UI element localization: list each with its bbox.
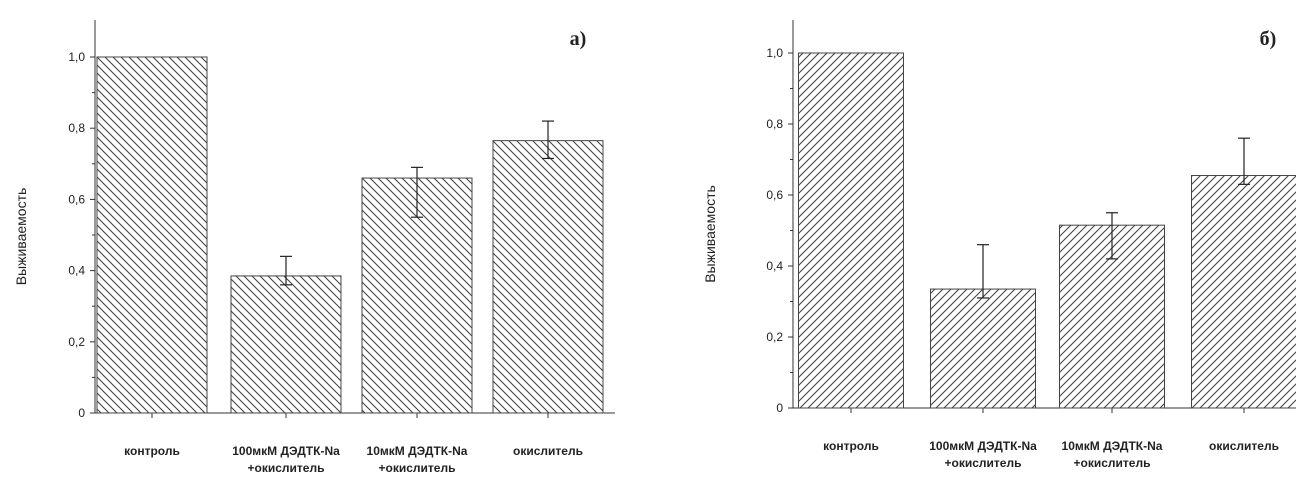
category-label-a-2-0: 10мкМ ДЭДТК-Na	[367, 444, 468, 458]
bar-b-3	[1191, 174, 1296, 409]
bar-a-0	[96, 56, 208, 414]
bar-a-3	[492, 140, 604, 414]
y-tick-label-b-0: 0	[776, 401, 783, 415]
category-label-b-2-1: +окислитель	[1074, 456, 1151, 470]
category-label-b-2-0: 10мкМ ДЭДТК-Na	[1062, 439, 1163, 453]
category-label-a-1-0: 100мкМ ДЭДТК-Na	[232, 444, 340, 458]
category-label-b-1-1: +окислитель	[945, 456, 1022, 470]
y-tick-label-b-3: 0,6	[766, 188, 783, 202]
y-tick-label-b-5: 1,0	[766, 46, 783, 60]
category-label-b-3-0: окислитель	[1209, 439, 1279, 453]
y-axis-label-a: Выживаемость	[13, 188, 29, 286]
category-label-a-3-0: окислитель	[513, 444, 583, 458]
y-tick-label-a-1: 0,2	[68, 335, 85, 349]
bar-b-1	[930, 288, 1036, 409]
y-tick-label-b-4: 0,8	[766, 117, 783, 131]
category-label-a-0-0: контроль	[124, 444, 180, 458]
bar-b-0	[798, 52, 904, 409]
y-axis-label-b: Выживаемость	[702, 185, 718, 283]
bar-a-1	[230, 275, 342, 414]
y-tick-label-b-1: 0,2	[766, 330, 783, 344]
y-tick-label-a-4: 0,8	[68, 121, 85, 135]
chart-panel-a: 0 0,2 0,4 0,6 0,8 1,0 Выживаемость а) контроль 10…	[13, 20, 615, 475]
category-label-a-1-1: +окислитель	[248, 461, 325, 475]
y-tick-label-a-0: 0	[78, 406, 85, 420]
panel-label-a: а)	[570, 28, 587, 50]
y-tick-label-b-2: 0,4	[766, 259, 783, 273]
y-tick-label-a-5: 1,0	[68, 50, 85, 64]
category-label-b-0-0: контроль	[823, 439, 879, 453]
category-label-a-2-1: +окислитель	[379, 461, 456, 475]
y-tick-label-a-2: 0,4	[68, 264, 85, 278]
category-label-b-1-0: 100мкМ ДЭДТК-Na	[929, 439, 1037, 453]
y-tick-label-a-3: 0,6	[68, 192, 85, 206]
chart-panel-b: 0 0,2 0,4 0,6 0,8 1,0 Выживаемость б) контроль 10…	[702, 20, 1296, 470]
panel-label-b: б)	[1260, 28, 1277, 50]
